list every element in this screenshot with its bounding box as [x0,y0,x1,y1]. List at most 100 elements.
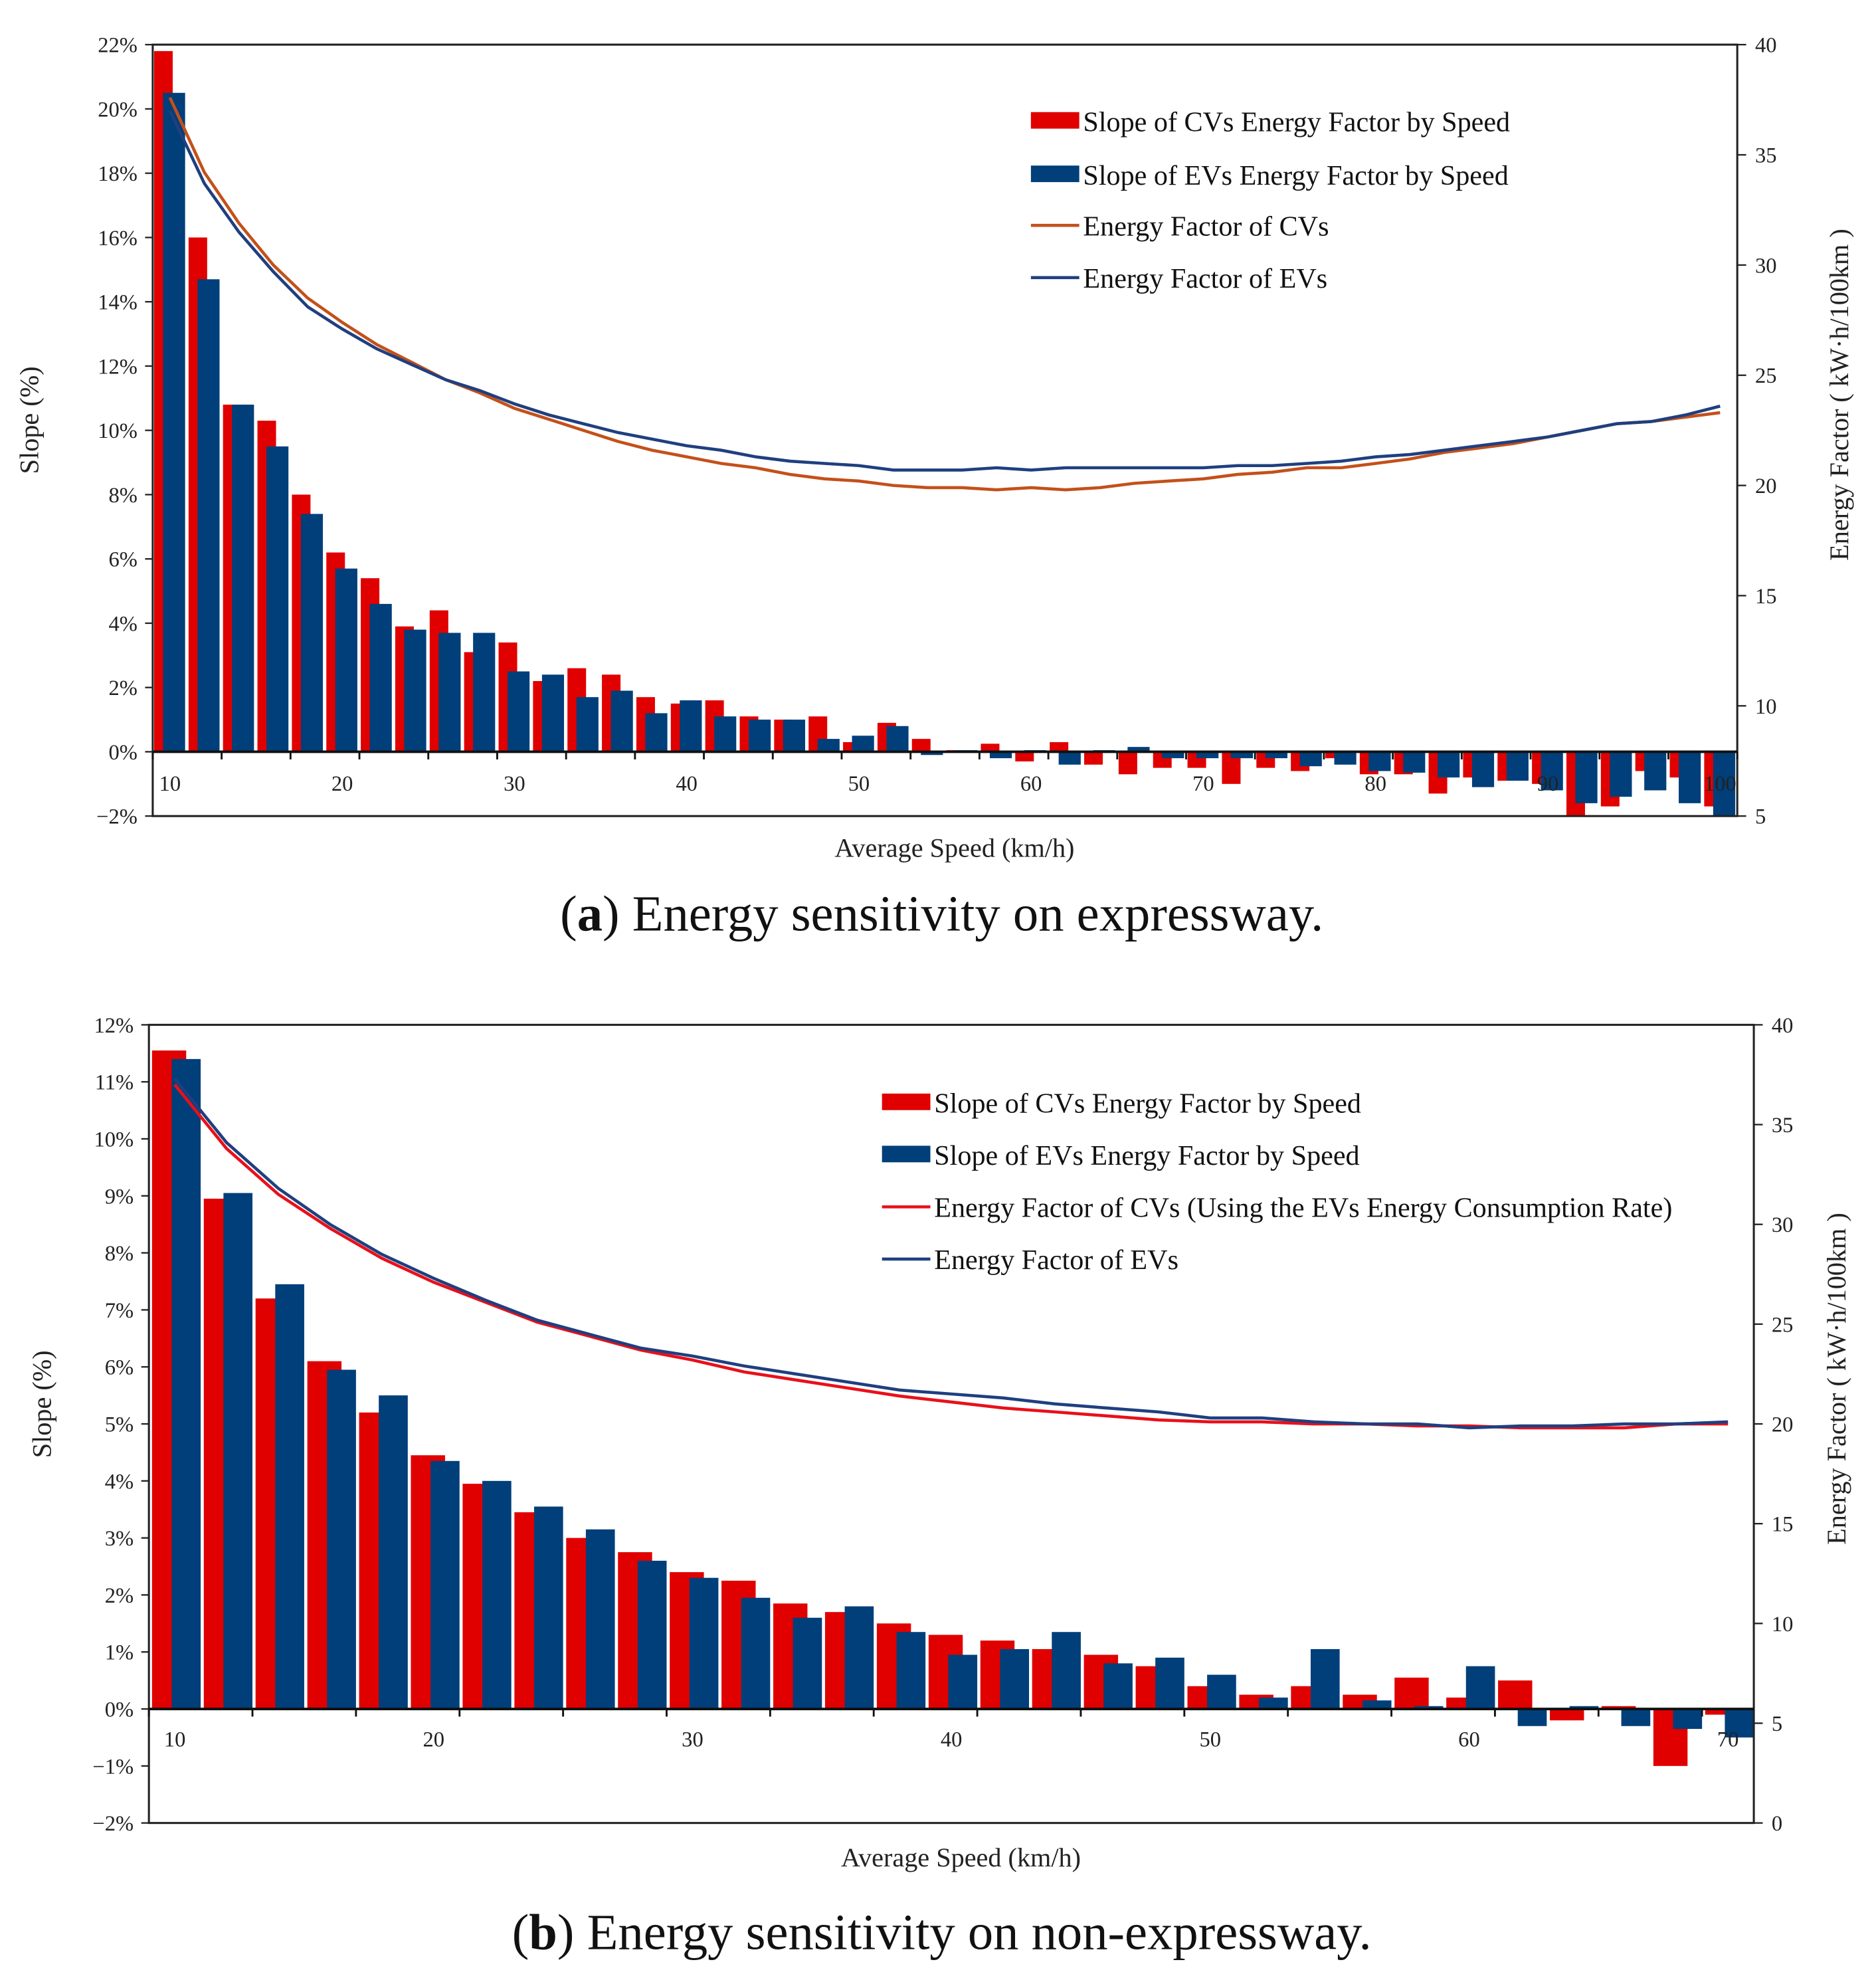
ev-slope-bar [741,1597,771,1710]
caption-open: ( [512,1904,529,1960]
ev-slope-bar [1052,1632,1081,1710]
cv-slope-bar [1050,742,1069,752]
ev-energy-factor-line [168,110,1721,472]
x-axis-title: Average Speed (km/h) [834,833,1074,863]
y-tick-label: −2% [92,1812,134,1836]
ev-slope-bar [680,700,702,752]
legend-label: Energy Factor of CVs (Using the EVs Ener… [934,1193,1672,1224]
ev-slope-bar [507,671,530,752]
y-tick-label: 18% [98,162,138,186]
ev-slope-bar [163,92,185,752]
ev-slope-bar [482,1480,512,1710]
ev-slope-bar [610,690,633,752]
ev-slope-bar [948,1654,978,1710]
ev-slope-bar [1438,751,1460,778]
ev-slope-bar [1673,1709,1703,1730]
cv-slope-bar [1394,1677,1429,1710]
ev-slope-bar [300,514,324,752]
ev-slope-bar [1471,751,1495,787]
x-tick-label: 80 [1364,772,1386,796]
cv-slope-bar [1015,751,1034,761]
ev-slope-bar [793,1617,822,1710]
ev-slope-bar [896,1632,926,1710]
ev-slope-bar [1207,1674,1236,1710]
y2-tick-label: 20 [1755,474,1777,498]
y2-tick-label: 10 [1772,1613,1794,1637]
y-tick-label: 6% [105,1356,134,1380]
y2-tick-label: 40 [1755,34,1777,58]
y2-tick-label: 30 [1772,1213,1794,1237]
y-tick-label: 9% [105,1185,134,1209]
x-tick-label: 10 [164,1728,186,1752]
ev-slope-bar [541,674,565,752]
y-tick-label: 7% [105,1299,134,1323]
x-tick-label: 10 [159,772,181,796]
ev-slope-bar [1230,751,1254,759]
y-tick-label: 1% [105,1641,134,1665]
ev-slope-bar [645,713,668,752]
legend-label: Slope of CVs Energy Factor by Speed [1083,106,1510,138]
figure-caption: (b) Energy sensitivity on non-expressway… [512,1904,1372,1960]
ev-slope-bar [637,1560,667,1710]
y-tick-label: 6% [109,548,138,572]
ev-slope-bar [379,1395,408,1710]
chart-expressway: −2% 0% 2% 4% 6% 8% 10% 12% 14% 16% 18% 20% 22% 5 10 15 2… [14,34,1853,942]
ev-slope-bar [714,716,737,752]
ev-slope-bar [1265,751,1287,759]
ev-slope-bar [1127,747,1150,752]
y2-tick-label: 0 [1772,1812,1782,1836]
caption-label: a [577,886,603,942]
y-tick-label: 3% [105,1527,134,1551]
ev-slope-bar [576,697,599,752]
x-tick-label: 100 [1704,772,1736,796]
cv-slope-bar [981,744,1000,752]
y-tick-label: 12% [98,355,138,379]
legend: Slope of CVs Energy Factor by Speed Slope… [1030,106,1510,294]
ev-slope-bar [1575,751,1598,803]
x-tick-label: 50 [848,772,870,796]
ev-slope-bar [438,633,461,752]
y2-tick-label: 5 [1755,805,1766,829]
ev-slope-bar [473,633,496,752]
ev-slope-bar [1000,1648,1030,1710]
ev-slope-bar [404,629,426,752]
y-tick-label: 10% [98,419,138,443]
caption-text: ) Energy sensitivity on expressway. [603,886,1323,942]
y-axis-title: Slope (%) [14,366,44,474]
legend-label: Energy Factor of EVs [1083,263,1327,294]
cv-slope-bar [1705,1709,1740,1715]
cv-slope-bar [1498,1680,1533,1710]
x-tick-label: 70 [1192,772,1214,796]
ev-slope-bar [585,1529,615,1710]
ev-slope-bar [886,726,909,752]
y2-tick-label: 30 [1755,254,1777,278]
ev-slope-bar [1679,751,1701,803]
y2-tick-label: 25 [1772,1313,1794,1337]
y-tick-label: −1% [92,1755,134,1779]
ev-slope-bar [197,279,220,752]
x-tick-label: 20 [331,772,353,796]
legend-label: Energy Factor of CVs [1083,211,1329,243]
x-axis-title: Average Speed (km/h) [841,1842,1081,1872]
x-tick-label: 90 [1537,772,1559,796]
x-tick-label: 50 [1200,1728,1222,1752]
ev-energy-factor-line [173,1077,1729,1430]
ev-slope-bar [1310,1648,1340,1710]
ev-slope-bar [748,720,771,752]
x-tick-label: 30 [682,1728,704,1752]
ev-slope-bar [1644,751,1667,791]
ev-slope-bar [921,751,943,755]
y2-tick-label: 5 [1772,1712,1782,1736]
cv-slope-bar [1550,1709,1584,1721]
ev-slope-bar [989,751,1012,759]
ev-slope-bar [223,1193,253,1710]
y-axis-title: Slope (%) [27,1350,57,1458]
x-tick-label: 20 [423,1728,445,1752]
x-tick-label: 60 [1458,1728,1480,1752]
ev-slope-bar [844,1606,874,1710]
ev-slope-bar [1713,751,1736,817]
ev-slope-bar [1569,1706,1599,1710]
ev-slope-bar [430,1460,460,1710]
legend-swatch-ev-bar [1030,165,1079,183]
